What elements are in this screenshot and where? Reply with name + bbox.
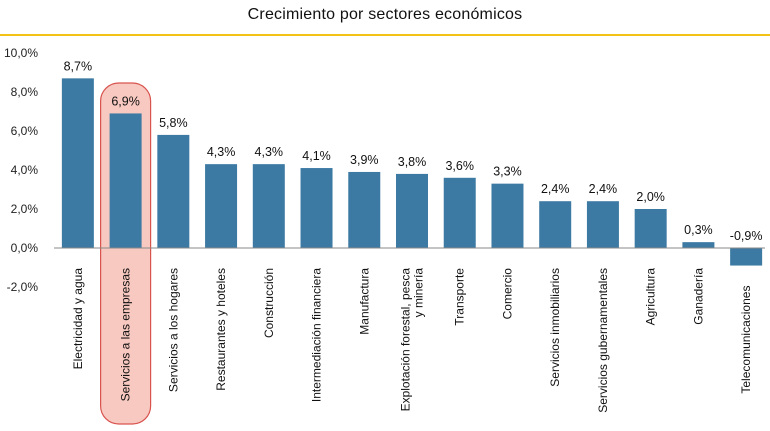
data-label: 3,3% bbox=[493, 165, 522, 179]
chart-title: Crecimiento por sectores económicos bbox=[247, 6, 523, 23]
bar bbox=[586, 201, 619, 248]
data-label: 6,9% bbox=[111, 94, 140, 108]
y-tick-label: 2,0% bbox=[11, 202, 39, 216]
data-label: 3,6% bbox=[445, 159, 474, 173]
x-tick-label: Telecomunicaciones bbox=[739, 286, 753, 394]
data-label: 4,3% bbox=[255, 145, 284, 159]
bar bbox=[205, 164, 238, 248]
bar bbox=[300, 168, 333, 248]
x-tick-label: Construcción bbox=[262, 268, 276, 338]
bar bbox=[396, 173, 428, 248]
x-tick-label: Intermediación financiera bbox=[310, 268, 324, 402]
data-label: 2,4% bbox=[589, 182, 618, 196]
y-tick-label: 4,0% bbox=[11, 163, 39, 177]
bar bbox=[539, 201, 572, 248]
title-underline bbox=[0, 34, 770, 36]
x-tick-label: Agricultura bbox=[644, 268, 658, 326]
data-label: 4,3% bbox=[207, 145, 236, 159]
x-tick-label: Servicios a los hogares bbox=[166, 268, 180, 392]
data-label: 0,3% bbox=[684, 223, 713, 237]
y-tick-label: 0,0% bbox=[11, 241, 39, 255]
data-label: 4,1% bbox=[302, 149, 331, 163]
data-label: -0,9% bbox=[730, 229, 763, 243]
y-tick-label: 8,0% bbox=[11, 85, 39, 99]
bar bbox=[634, 209, 667, 248]
x-tick-label: Ganadería bbox=[691, 268, 705, 325]
bar bbox=[109, 113, 142, 248]
bar bbox=[252, 164, 285, 248]
y-tick-label: 10,0% bbox=[4, 46, 38, 60]
data-label: 5,8% bbox=[159, 116, 188, 130]
bar bbox=[491, 183, 524, 248]
x-tick-label: Electricidad y agua bbox=[71, 268, 85, 370]
bar bbox=[730, 248, 763, 266]
x-tick-label: Restaurantes y hoteles bbox=[214, 268, 228, 391]
bar bbox=[682, 242, 715, 248]
bar bbox=[443, 177, 476, 248]
bar bbox=[61, 78, 94, 248]
x-tick-label: Servicios inmobiliarios bbox=[548, 268, 562, 387]
y-tick-label: -2,0% bbox=[7, 280, 39, 294]
y-tick-label: 6,0% bbox=[11, 124, 39, 138]
x-tick-label: Servicios a las empresas bbox=[119, 268, 133, 401]
bar bbox=[157, 134, 190, 248]
data-label: 3,8% bbox=[398, 155, 427, 169]
x-tick-label: Comercio bbox=[500, 268, 514, 320]
x-tick-label: Transporte bbox=[453, 268, 467, 326]
x-tick-label: Explotación forestal, pescay minería bbox=[399, 268, 426, 412]
data-label: 3,9% bbox=[350, 153, 379, 167]
data-label: 8,7% bbox=[64, 59, 93, 73]
x-tick-label: Manufactura bbox=[357, 268, 371, 335]
bar bbox=[348, 171, 381, 248]
data-label: 2,4% bbox=[541, 182, 570, 196]
x-tick-label: Servicios gubernamentales bbox=[596, 268, 610, 413]
data-label: 2,0% bbox=[636, 190, 665, 204]
